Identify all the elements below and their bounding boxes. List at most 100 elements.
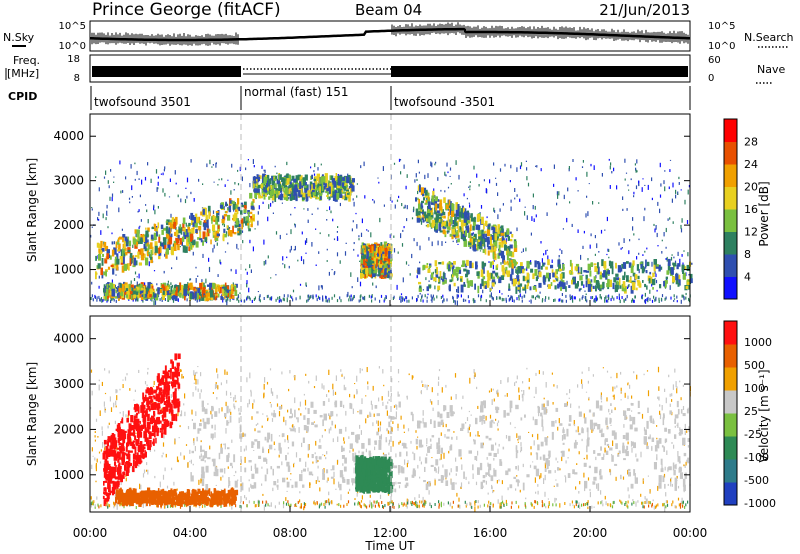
echo-cell: [463, 284, 466, 287]
echo-cell: [91, 294, 93, 298]
echo-cell: [614, 407, 616, 411]
echo-cell: [624, 271, 626, 278]
echo-cell: [415, 173, 417, 178]
echo-cell: [592, 428, 594, 432]
echo-cell: [481, 278, 484, 287]
echo-cell: [171, 284, 174, 288]
echo-cell: [246, 283, 248, 288]
echo-cell: [421, 217, 424, 220]
power-ylabel: Slant Range [km]: [25, 158, 39, 262]
echo-cell: [476, 173, 478, 178]
echo-cell: [600, 296, 602, 300]
echo-cell: [515, 381, 517, 384]
echo-cell: [634, 274, 638, 280]
echo-cell: [428, 284, 432, 288]
echo-cell: [192, 293, 195, 300]
echo-cell: [324, 454, 326, 457]
echo-cell: [610, 162, 612, 166]
echo-cell: [106, 204, 108, 209]
echo-cell: [138, 295, 142, 298]
echo-cell: [429, 502, 432, 506]
echo-cell: [299, 295, 301, 300]
echo-cell: [398, 195, 400, 199]
echo-cell: [618, 296, 620, 300]
echo-cell: [506, 393, 508, 397]
echo-cell: [226, 295, 229, 301]
echo-cell: [515, 286, 518, 294]
echo-cell: [502, 271, 506, 277]
echo-cell: [143, 291, 146, 298]
echo-cell: [290, 503, 292, 507]
echo-cell: [104, 246, 108, 251]
echo-cell: [359, 298, 362, 302]
echo-cell: [304, 174, 308, 181]
echo-cell: [688, 274, 690, 276]
echo-cell: [438, 218, 441, 222]
echo-cell: [249, 183, 251, 188]
echo-cell: [208, 266, 211, 269]
echo-cell: [445, 423, 447, 428]
echo-cell: [253, 180, 255, 189]
echo-cell: [315, 294, 317, 298]
echo-cell: [495, 240, 498, 249]
echo-cell: [465, 273, 468, 278]
echo-cell: [267, 503, 269, 507]
echo-cell: [506, 260, 509, 264]
echo-cell: [253, 165, 255, 168]
echo-cell: [188, 241, 192, 245]
echo-cell: [675, 194, 677, 199]
echo-cell: [638, 268, 640, 274]
echo-cell: [237, 479, 239, 481]
echo-cell: [448, 450, 450, 454]
echo-cell: [370, 232, 372, 238]
echo-cell: [290, 245, 292, 251]
echo-cell: [577, 190, 579, 192]
echo-cell: [557, 283, 560, 289]
echo-cell: [665, 246, 667, 249]
echo-cell: [410, 440, 412, 444]
echo-cell: [189, 460, 191, 463]
echo-cell: [300, 187, 303, 195]
echo-cell: [369, 251, 373, 256]
echo-cell: [359, 368, 361, 374]
echo-cell: [529, 464, 532, 468]
echo-cell: [217, 274, 219, 277]
echo-cell: [304, 186, 308, 193]
echo-cell: [671, 399, 673, 402]
echo-cell: [359, 260, 361, 262]
echo-cell: [509, 244, 513, 249]
echo-cell: [142, 234, 146, 239]
echo-cell: [295, 503, 297, 507]
colorbar-frame: [723, 118, 738, 300]
echo-cell: [187, 229, 191, 233]
echo-cell: [111, 249, 115, 257]
echo-cell: [177, 411, 179, 417]
echo-cell: [596, 282, 600, 289]
echo-cell: [542, 371, 544, 375]
echo-cell: [501, 265, 505, 272]
echo-cell: [663, 473, 666, 478]
echo-cell: [653, 259, 657, 267]
echo-cell: [431, 272, 434, 279]
echo-cell: [564, 475, 566, 477]
echo-cell: [352, 480, 354, 486]
echo-cell: [454, 300, 456, 305]
echo-cell: [497, 448, 499, 454]
echo-cell: [191, 243, 195, 248]
echo-cell: [362, 296, 364, 300]
echo-cell: [615, 262, 617, 269]
echo-cell: [499, 168, 502, 172]
echo-cell: [446, 230, 450, 233]
echo-cell: [429, 222, 432, 227]
echo-cell: [681, 218, 683, 223]
echo-cell: [190, 291, 193, 295]
echo-cell: [378, 269, 381, 276]
echo-cell: [623, 263, 625, 268]
echo-cell: [109, 287, 112, 295]
echo-cell: [511, 263, 514, 269]
echo-cell: [403, 164, 405, 169]
echo-cell: [264, 174, 267, 176]
echo-cell: [439, 202, 443, 211]
echo-cell: [585, 213, 587, 218]
echo-cell: [487, 462, 489, 467]
